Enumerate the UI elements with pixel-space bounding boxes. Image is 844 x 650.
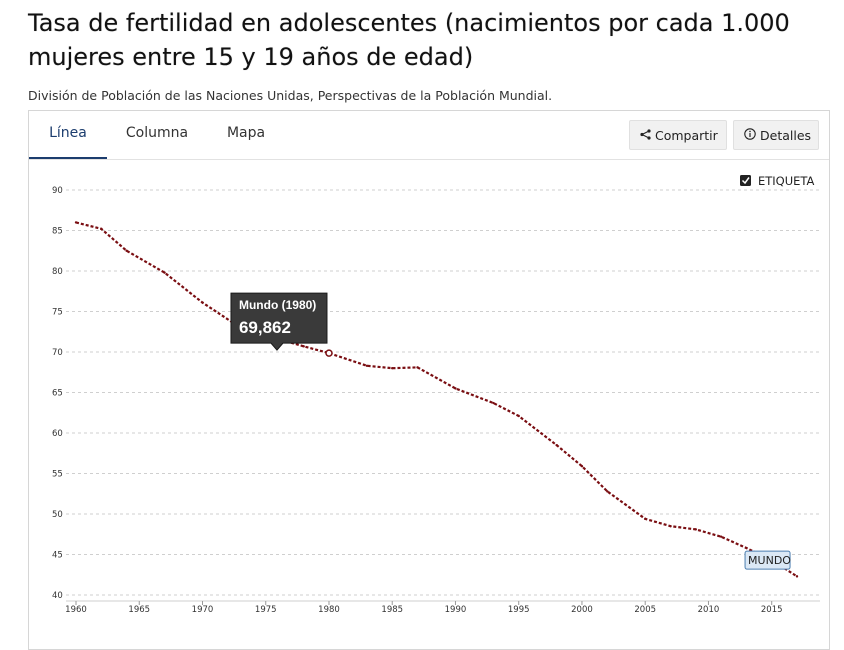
- y-tick-label: 60: [52, 429, 63, 439]
- y-tick-label: 50: [52, 510, 63, 520]
- series-mundo: [74, 221, 799, 578]
- data-point[interactable]: [302, 345, 305, 348]
- tab-columna[interactable]: Columna: [125, 125, 189, 141]
- data-point[interactable]: [365, 364, 369, 367]
- data-point[interactable]: [416, 366, 419, 369]
- source-note: División de Población de las Naciones Un…: [28, 88, 553, 103]
- x-tick-label: 2005: [634, 605, 656, 615]
- data-point[interactable]: [795, 575, 799, 578]
- details-button[interactable]: Detalles: [733, 120, 819, 150]
- data-point[interactable]: [517, 414, 520, 418]
- y-tick-label: 75: [52, 308, 63, 318]
- data-point[interactable]: [74, 221, 78, 224]
- tooltip-box: [230, 292, 328, 351]
- data-point[interactable]: [745, 546, 748, 550]
- y-tick-label: 45: [52, 551, 63, 561]
- x-tick-label: 1960: [65, 605, 87, 615]
- page-title: Tasa de fertilidad en adolescentes (naci…: [28, 9, 790, 71]
- data-point[interactable]: [100, 227, 103, 231]
- data-point[interactable]: [606, 490, 609, 493]
- y-tick-label: 65: [52, 389, 63, 399]
- data-point[interactable]: [580, 465, 584, 468]
- share-label: Compartir: [655, 128, 718, 143]
- data-point[interactable]: [125, 249, 128, 252]
- chart-panel: Línea Columna Mapa Compartir Detalles: [28, 110, 830, 650]
- x-tick-label: 1970: [192, 605, 214, 615]
- x-tick-label: 2010: [698, 605, 720, 615]
- end-label-box: [744, 550, 791, 570]
- check-icon: [741, 177, 750, 185]
- data-point[interactable]: [163, 271, 166, 274]
- data-point[interactable]: [391, 367, 394, 370]
- x-tick-label: 1990: [445, 605, 467, 615]
- data-point[interactable]: [669, 524, 672, 528]
- tooltip-value: 69,862: [239, 318, 291, 337]
- tooltip-title: Mundo (1980): [239, 298, 316, 312]
- tab-linea[interactable]: Línea: [29, 111, 107, 159]
- x-tick-label: 1980: [318, 605, 340, 615]
- legend-checkbox[interactable]: [740, 175, 751, 186]
- series-end-label: MUNDO: [744, 550, 791, 570]
- x-tick-label: 1965: [128, 605, 150, 615]
- x-tick-label: 1975: [255, 605, 277, 615]
- grid-lines: [66, 189, 820, 596]
- data-tooltip: Mundo (1980) 69,862: [230, 292, 328, 351]
- y-tick-label: 85: [52, 227, 63, 237]
- info-icon: [744, 122, 756, 152]
- share-button[interactable]: Compartir: [629, 120, 727, 150]
- end-label-text: MUNDO: [748, 554, 791, 567]
- details-label: Detalles: [760, 128, 812, 143]
- data-point[interactable]: [644, 517, 647, 521]
- share-icon: [640, 122, 651, 152]
- y-axis: 40 45 50 55 60 65 70 75 80 85 90: [52, 186, 63, 601]
- y-tick-label: 80: [52, 267, 63, 277]
- x-tick-label: 2015: [761, 605, 783, 615]
- y-tick-label: 40: [52, 591, 63, 601]
- x-tick-label: 2000: [571, 605, 593, 615]
- tab-mapa[interactable]: Mapa: [226, 125, 266, 141]
- y-tick-label: 70: [52, 348, 63, 358]
- data-point[interactable]: [201, 301, 204, 304]
- data-point[interactable]: [719, 535, 723, 538]
- x-tick-label: 1995: [508, 605, 530, 615]
- data-point[interactable]: [555, 443, 558, 447]
- highlighted-point[interactable]: [325, 349, 333, 357]
- data-point[interactable]: [492, 401, 495, 405]
- series-line: [75, 221, 798, 578]
- legend-checkbox-label: ETIQUETA: [758, 174, 815, 188]
- x-tick-label: 1985: [381, 605, 403, 615]
- y-tick-label: 90: [52, 186, 63, 196]
- data-point[interactable]: [454, 387, 457, 390]
- y-tick-label: 55: [52, 470, 63, 480]
- data-point[interactable]: [694, 528, 698, 531]
- legend-toggle[interactable]: ETIQUETA: [740, 174, 815, 188]
- chart-type-tabs: Línea Columna Mapa Compartir Detalles: [29, 111, 829, 160]
- x-axis: 1960 1965 1970 1975 1980 1985 1990 1995 2000 2005…: [65, 600, 820, 615]
